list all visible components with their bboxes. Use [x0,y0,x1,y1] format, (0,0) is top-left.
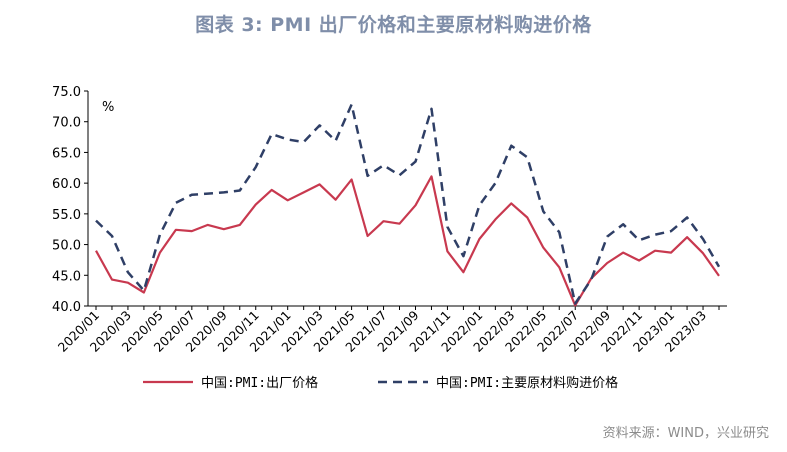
y-tick-label: 70.0 [52,116,81,131]
legend-label-1: 中国:PMI:出厂价格 [201,375,318,391]
y-tick-label: 40.0 [52,300,81,315]
series-line-1 [95,175,720,307]
figure-title: 图表 3: PMI 出厂价格和主要原材料购进价格 [195,14,592,36]
series-layer [95,103,721,307]
y-axis: 40.0 45.0 50.0 55.0 60.0 65.0 70.0 75.0 [52,85,89,315]
y-tick-label: 65.0 [52,146,81,161]
x-axis: 2020/012020/032020/052020/072020/092020/… [55,305,727,355]
y-tick-label: 75.0 [52,85,81,100]
y-tick-label: 55.0 [52,208,81,223]
unit-label: % [102,100,114,115]
legend: 中国:PMI:出厂价格 中国:PMI:主要原材料购进价格 [143,375,618,391]
series-line-2 [95,103,721,305]
y-tick-label: 45.0 [52,269,81,284]
legend-label-2: 中国:PMI:主要原材料购进价格 [436,375,618,391]
source-note: 资料来源：WIND，兴业研究 [602,426,769,441]
y-tick-label: 50.0 [52,239,81,254]
y-tick-label: 60.0 [52,177,81,192]
